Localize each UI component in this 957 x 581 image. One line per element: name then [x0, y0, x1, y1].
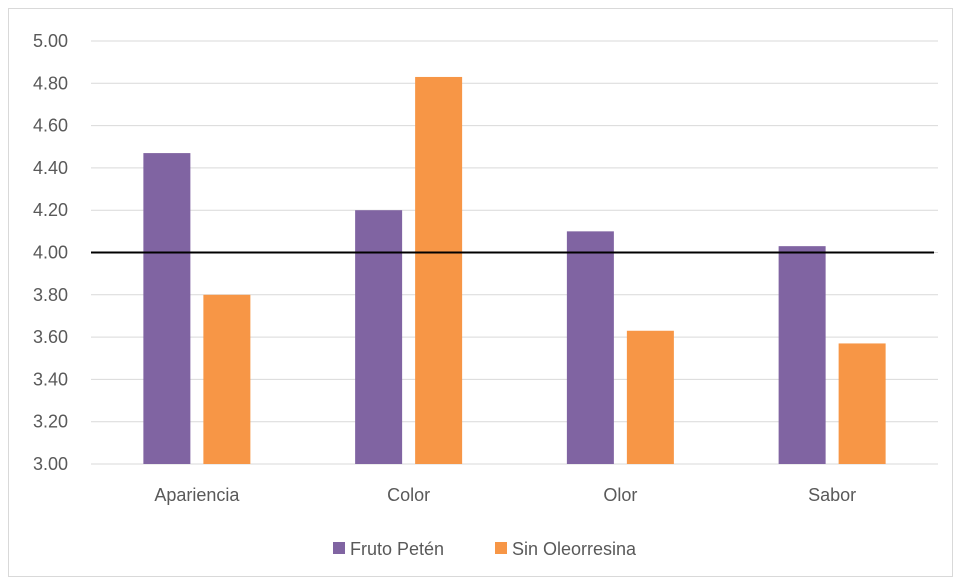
y-tick-label: 3.80 — [33, 285, 68, 305]
x-tick-label: Sabor — [808, 485, 856, 505]
x-tick-label: Apariencia — [154, 485, 240, 505]
bar — [838, 343, 886, 464]
bar — [626, 330, 674, 464]
legend-label: Sin Oleorresina — [512, 539, 637, 559]
y-tick-label: 4.20 — [33, 200, 68, 220]
y-tick-label: 4.40 — [33, 158, 68, 178]
x-tick-label: Olor — [603, 485, 637, 505]
y-tick-label: 3.20 — [33, 412, 68, 432]
bar — [143, 153, 191, 464]
legend-swatch — [495, 542, 507, 554]
legend-label: Fruto Petén — [350, 539, 444, 559]
y-axis-ticks: 3.00 3.20 3.40 3.60 3.80 4.00 4.20 4.40 4.60 4.80… — [33, 31, 68, 474]
y-tick-label: 3.00 — [33, 454, 68, 474]
bar — [203, 294, 251, 464]
x-tick-label: Color — [387, 485, 430, 505]
y-tick-label: 5.00 — [33, 31, 68, 51]
y-tick-label: 4.60 — [33, 116, 68, 136]
bar — [355, 210, 403, 464]
y-tick-label: 3.40 — [33, 369, 68, 389]
legend-swatch — [333, 542, 345, 554]
legend: Fruto Petén Sin Oleorresina — [333, 539, 637, 559]
y-tick-label: 4.00 — [33, 243, 68, 263]
y-tick-label: 4.80 — [33, 73, 68, 93]
x-axis-labels: Apariencia Color Olor Sabor — [154, 485, 856, 505]
bar — [778, 246, 826, 464]
bar — [566, 231, 614, 464]
bars — [143, 76, 886, 464]
bar — [415, 76, 463, 464]
y-tick-label: 3.60 — [33, 327, 68, 347]
